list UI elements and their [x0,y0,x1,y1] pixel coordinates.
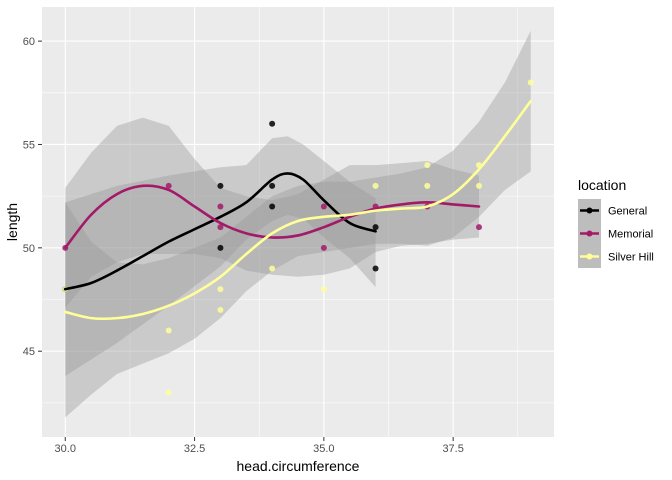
legend-label: Memorial [608,229,653,241]
smooth-line [63,99,533,321]
grid-minor [42,7,554,437]
data-point [424,182,431,189]
smooth-line [63,172,377,291]
data-point [217,182,224,189]
y-tick-label: 60 [23,36,35,48]
y-tick-label: 50 [23,243,35,255]
data-point [269,203,276,210]
data-point [217,203,224,210]
confidence-bands [65,30,531,418]
legend-label: Silver Hill [608,252,654,264]
confidence-band [65,117,480,308]
data-point [476,224,483,231]
legend-key-point [586,207,593,214]
data-point [320,286,327,293]
legend: location General Memorial Silver Hill [578,177,654,268]
data-point [527,79,534,86]
legend-title: location [578,177,626,193]
smooth-line [63,184,481,250]
x-axis-title: head.circumference [237,458,360,474]
x-tick-label: 30.0 [55,443,76,455]
data-point [269,120,276,127]
data-point [165,182,172,189]
smooth-lines [63,99,533,321]
data-point [217,286,224,293]
confidence-band [65,136,376,377]
data-point [217,244,224,251]
x-tick-label: 32.5 [184,443,205,455]
data-point [372,182,379,189]
grid-major [42,7,554,437]
legend-key-point [586,253,593,260]
data-point [165,327,172,334]
data-point [217,306,224,313]
x-tick-label: 37.5 [442,443,463,455]
data-point [217,224,224,231]
y-tick-label: 55 [23,139,35,151]
data-point [476,182,483,189]
data-point [372,265,379,272]
data-point [320,244,327,251]
data-point [320,203,327,210]
confidence-band [65,30,531,418]
data-point [372,224,379,231]
y-tick-label: 45 [23,346,35,358]
y-axis-title: length [4,203,20,241]
y-axis: 45 50 55 60 [23,36,42,358]
legend-key-point [586,230,593,237]
data-point [424,162,431,169]
x-tick-label: 35.0 [313,443,334,455]
data-point [165,389,172,396]
legend-label: General [608,206,647,218]
data-point [269,182,276,189]
x-axis: 30.0 32.5 35.0 37.5 [55,437,464,455]
data-point [269,265,276,272]
